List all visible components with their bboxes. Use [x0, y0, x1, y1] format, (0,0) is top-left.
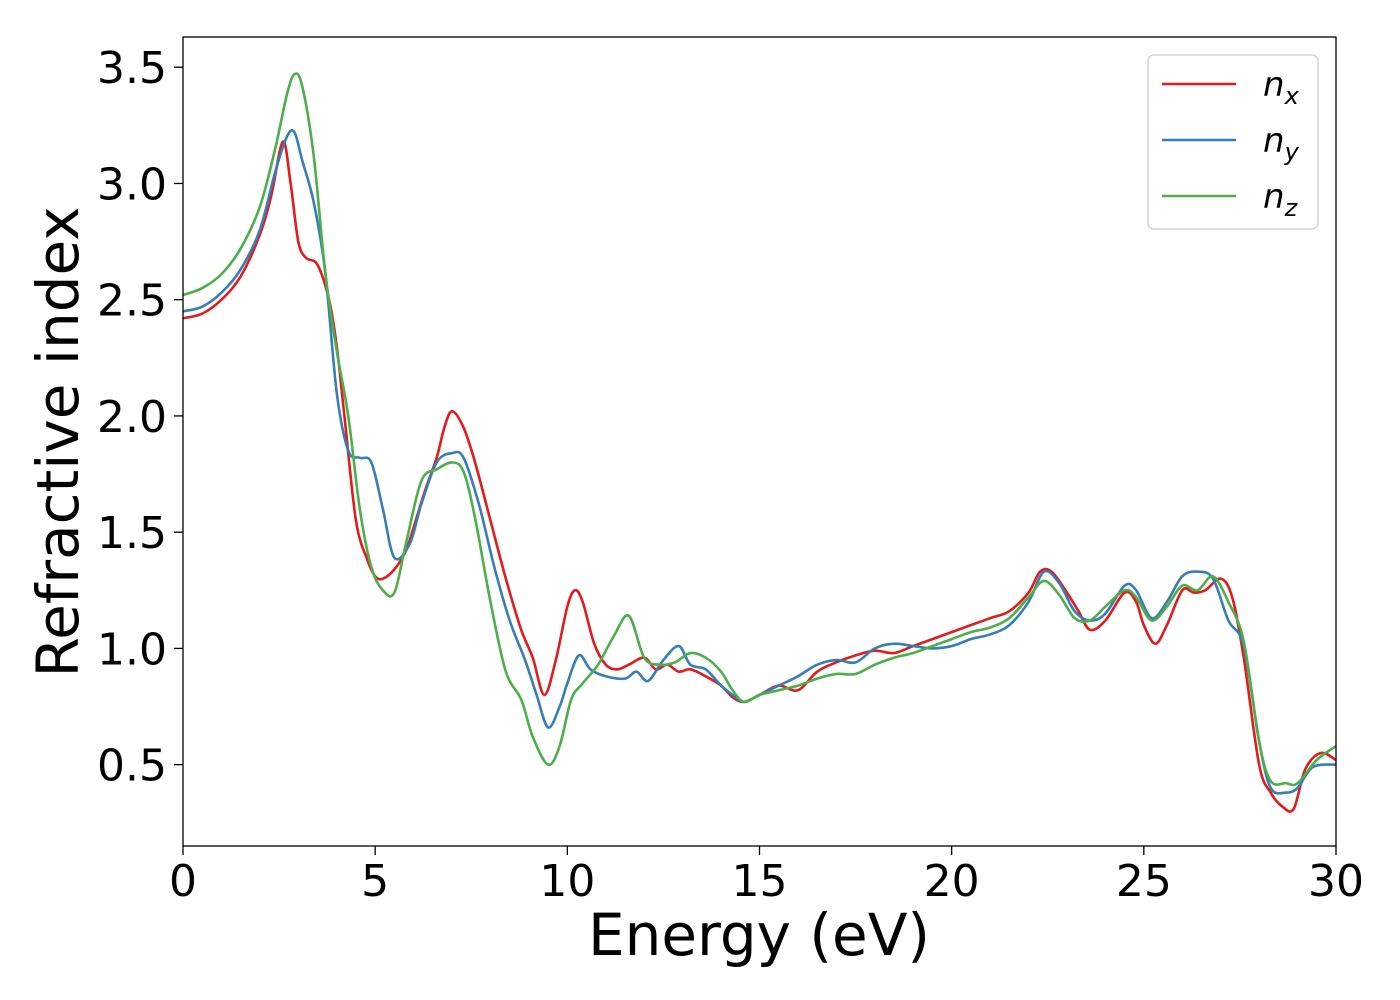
y-tick-label: 1.5 — [97, 508, 167, 559]
x-tick-label: 15 — [732, 856, 788, 907]
x-tick-label: 5 — [361, 856, 389, 907]
y-tick-label: 3.5 — [97, 43, 167, 94]
x-axis: 0 5 10 15 20 25 30 — [169, 846, 1364, 907]
x-tick-label: 25 — [1116, 856, 1172, 907]
y-tick-label: 2.0 — [97, 392, 167, 443]
x-tick-label: 30 — [1308, 856, 1364, 907]
y-axis: 0.5 1.0 1.5 2.0 2.5 3.0 3.5 — [97, 43, 183, 792]
y-tick-label: 1.0 — [97, 624, 167, 675]
legend-label-z: nz — [1263, 177, 1299, 222]
y-tick-label: 2.5 — [97, 276, 167, 327]
y-tick-label: 3.0 — [97, 159, 167, 210]
series-layer — [183, 72, 1336, 813]
x-tick-label: 0 — [169, 856, 197, 907]
legend-box — [1147, 54, 1319, 230]
y-tick-label: 0.5 — [97, 741, 167, 792]
x-tick-label: 10 — [539, 856, 595, 907]
x-axis-title: Energy (eV) — [588, 901, 930, 969]
series-line-z — [183, 72, 1336, 787]
y-axis-title: Refractive index — [24, 206, 92, 677]
x-tick-label: 20 — [924, 856, 980, 907]
series-line-x — [183, 140, 1336, 813]
